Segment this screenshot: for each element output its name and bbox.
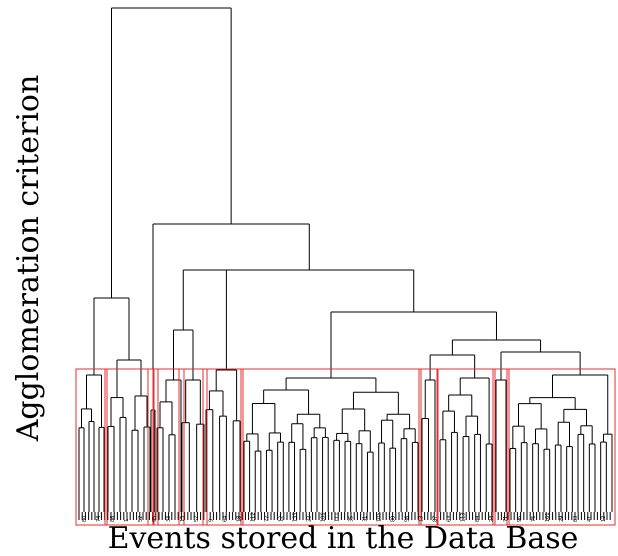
leaf-label: 24 (489, 516, 495, 522)
leaf-label: 84 (475, 516, 481, 522)
leaf-label: 63 (447, 516, 453, 522)
leaf-label: 22 (306, 516, 312, 522)
leaf-label: 105 (377, 512, 383, 522)
leaf-label: 35 (349, 516, 355, 522)
leaf-label: 33 (166, 516, 172, 522)
leaf-label: 74 (96, 516, 102, 522)
cluster-boxes (75, 368, 616, 526)
cluster-box (240, 368, 422, 526)
leaf-label: 12 (601, 516, 607, 522)
x-axis-label: Events stored in the Data Base (108, 521, 579, 556)
leaf-label: 31 (363, 516, 369, 522)
leaf-label: 112 (250, 512, 256, 522)
leaf-label: 111 (334, 512, 340, 522)
leaf-label: 77 (264, 516, 270, 522)
cluster-box (178, 368, 208, 526)
cluster-box (436, 368, 496, 526)
leaf-label: 29 (559, 516, 565, 522)
leaf-label: 12 (278, 516, 284, 522)
leaf-label: 15 (180, 516, 186, 522)
leaf-label: 80 (82, 516, 88, 522)
cluster-box (506, 368, 616, 526)
leaf-label: 57 (194, 516, 200, 522)
leaf-label: 56 (405, 516, 411, 522)
cluster-box (202, 368, 244, 526)
leaf-label: 86 (110, 516, 116, 522)
leaf-label: 87 (433, 516, 439, 522)
leaf-label: 133 (292, 512, 298, 522)
leaf-label: 113 (461, 512, 467, 522)
leaf-label: 106 (320, 512, 326, 522)
leaf-label: 71 (503, 516, 509, 522)
leaf-labels: 80 74 86 1 52 95 33 15 57 9 64 18 112 77 12 133 22 106 111… (82, 512, 607, 522)
leaf-label: 96 (517, 516, 523, 522)
cluster-box (492, 368, 510, 526)
y-axis-label: Agglomeration criterion (11, 75, 46, 443)
leaf-label: 101 (545, 512, 551, 522)
leaf-label: 64 (222, 516, 228, 522)
cluster-box (147, 368, 159, 526)
cluster-box (104, 368, 154, 526)
leaf-label: 41 (587, 516, 593, 522)
leaf-label: 80 (391, 516, 397, 522)
leaf-label: 18 (236, 516, 242, 522)
leaf-label: 83 (573, 516, 579, 522)
cluster-box (75, 368, 108, 526)
cluster-box (418, 368, 439, 526)
leaf-label: 13 (419, 516, 425, 522)
leaf-label: 1 (124, 519, 130, 522)
dendrogram-links (78, 7, 613, 520)
cluster-box (153, 368, 185, 526)
leaf-label: 95 (152, 516, 158, 522)
leaf-label: 52 (138, 516, 144, 522)
leaf-label: 75 (531, 516, 537, 522)
leaf-label: 9 (208, 519, 214, 522)
